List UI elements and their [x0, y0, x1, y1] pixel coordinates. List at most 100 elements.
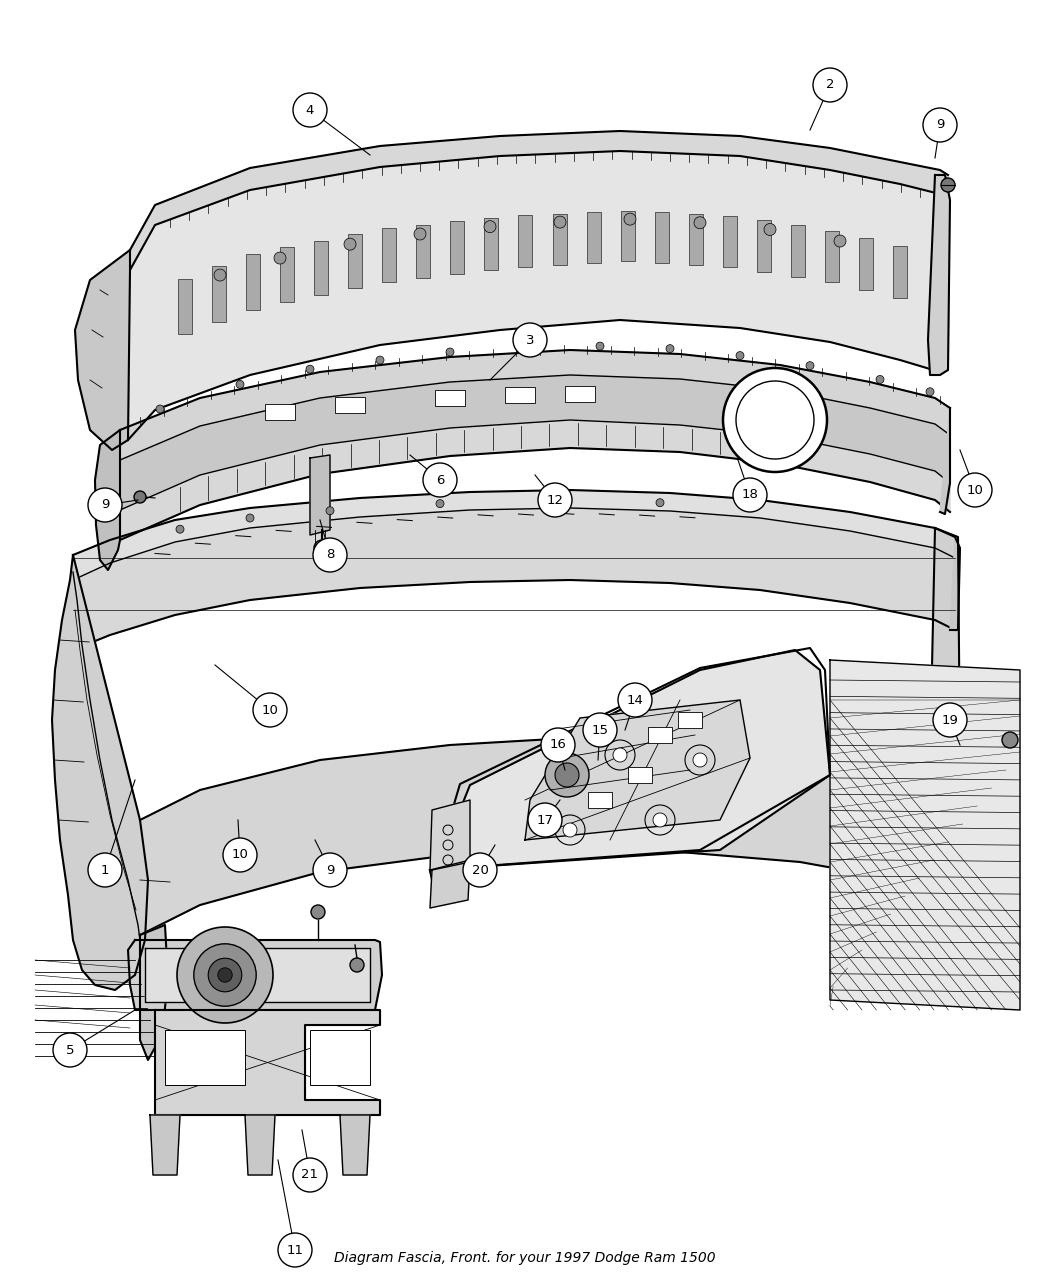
Polygon shape [430, 862, 470, 908]
Circle shape [693, 754, 707, 768]
Polygon shape [52, 555, 148, 989]
Circle shape [293, 93, 327, 128]
Bar [552, 213, 567, 265]
Circle shape [545, 754, 589, 797]
Polygon shape [140, 924, 168, 1060]
Text: 21: 21 [301, 1168, 318, 1182]
Text: 6: 6 [436, 473, 444, 487]
Circle shape [177, 927, 273, 1023]
Text: 10: 10 [232, 848, 249, 862]
Polygon shape [525, 700, 750, 840]
Text: 19: 19 [942, 714, 959, 727]
Bar [565, 386, 595, 402]
Circle shape [326, 506, 334, 515]
Circle shape [274, 252, 286, 264]
Text: 10: 10 [967, 483, 984, 496]
Circle shape [293, 1158, 327, 1192]
Bar [505, 388, 536, 403]
Bar [450, 222, 464, 274]
Text: 16: 16 [549, 738, 566, 751]
Circle shape [253, 694, 287, 727]
Polygon shape [940, 408, 950, 514]
Circle shape [694, 217, 706, 228]
Bar [280, 247, 294, 302]
Polygon shape [830, 660, 1020, 1010]
Bar [519, 215, 532, 268]
Text: 9: 9 [326, 863, 334, 876]
Circle shape [236, 380, 244, 389]
Circle shape [613, 748, 627, 762]
Bar [335, 397, 365, 413]
Text: 20: 20 [471, 863, 488, 876]
Text: 5: 5 [66, 1043, 75, 1057]
Text: 14: 14 [627, 694, 644, 706]
Circle shape [88, 853, 122, 887]
Bar [588, 792, 612, 808]
Polygon shape [150, 1116, 180, 1176]
Circle shape [436, 500, 444, 507]
Polygon shape [430, 799, 470, 870]
Polygon shape [128, 940, 382, 1010]
Circle shape [194, 944, 256, 1006]
Circle shape [653, 813, 667, 827]
Text: 11: 11 [287, 1243, 303, 1256]
Bar [859, 238, 873, 291]
Circle shape [1002, 732, 1018, 748]
Circle shape [88, 488, 122, 521]
Polygon shape [74, 490, 956, 580]
Circle shape [217, 968, 232, 982]
Circle shape [933, 703, 967, 737]
Circle shape [656, 499, 664, 506]
Circle shape [806, 362, 814, 370]
Polygon shape [94, 430, 120, 570]
Circle shape [813, 68, 847, 102]
Bar [757, 219, 771, 272]
Circle shape [546, 496, 554, 505]
Bar [587, 212, 601, 263]
Bar [825, 231, 839, 282]
Polygon shape [145, 949, 370, 1002]
Circle shape [583, 713, 617, 747]
Circle shape [624, 213, 636, 226]
Bar [178, 279, 192, 334]
Circle shape [214, 269, 226, 280]
Bar [265, 404, 295, 419]
Bar [417, 224, 430, 278]
Bar [212, 266, 226, 321]
Circle shape [723, 368, 827, 472]
Polygon shape [310, 455, 330, 536]
Polygon shape [120, 351, 950, 460]
Bar [722, 215, 737, 268]
Circle shape [618, 683, 652, 717]
Polygon shape [930, 528, 960, 780]
Text: Diagram Fascia, Front. for your 1997 Dodge Ram 1500: Diagram Fascia, Front. for your 1997 Dod… [334, 1251, 716, 1265]
Bar [349, 235, 362, 288]
Bar [246, 254, 260, 310]
Circle shape [941, 179, 956, 193]
Text: 2: 2 [825, 79, 835, 92]
Circle shape [176, 525, 184, 533]
Circle shape [306, 365, 314, 374]
Bar [165, 1030, 245, 1085]
Bar [678, 711, 702, 728]
Text: 1: 1 [101, 863, 109, 876]
Circle shape [208, 959, 242, 992]
Polygon shape [245, 1116, 275, 1176]
Text: 17: 17 [537, 813, 553, 826]
Circle shape [876, 375, 884, 384]
Text: 15: 15 [591, 723, 609, 737]
Circle shape [314, 541, 330, 556]
Polygon shape [120, 375, 950, 510]
Bar [628, 768, 652, 783]
Circle shape [350, 958, 364, 972]
Polygon shape [340, 1116, 370, 1176]
Circle shape [528, 803, 562, 836]
Polygon shape [74, 507, 956, 650]
Circle shape [764, 223, 776, 236]
Bar [382, 228, 396, 282]
Polygon shape [430, 650, 830, 880]
Text: 12: 12 [546, 493, 564, 506]
Bar [654, 212, 669, 263]
Circle shape [834, 235, 846, 247]
Circle shape [414, 228, 426, 240]
